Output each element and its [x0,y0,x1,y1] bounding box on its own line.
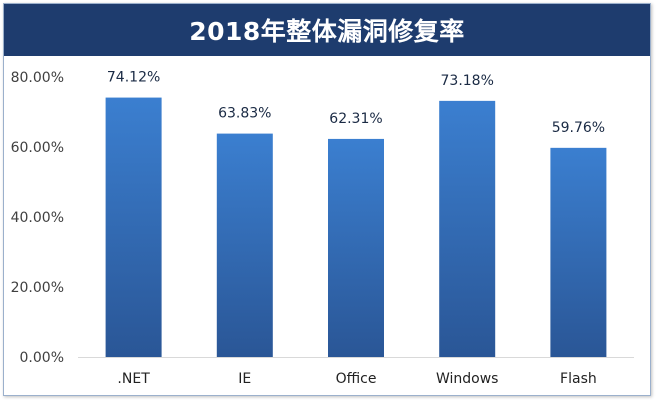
x-tick-label: IE [238,371,251,387]
bar [328,138,384,357]
data-label: 63.83% [218,106,271,122]
x-axis: .NET IE Office Windows Flash [78,357,634,387]
chart-title-bar: 2018年整体漏洞修复率 [4,4,650,56]
bar [550,147,607,357]
data-label: 59.76% [552,120,605,136]
data-label: 73.18% [441,73,494,89]
x-tick-label: .NET [117,371,150,387]
y-tick-label: 40.00% [11,210,64,226]
bar-series: 74.12% 63.83% 62.31% 73.18% 59.76% [105,70,607,358]
bar [439,100,496,358]
y-tick-label: 80.00% [11,70,64,86]
y-tick-label: 20.00% [11,280,64,296]
x-tick-label: Flash [560,371,597,387]
bar [105,97,162,357]
bar [216,133,273,357]
x-tick-label: Office [336,371,377,387]
data-label: 74.12% [107,70,160,86]
x-tick-label: Windows [436,371,499,387]
y-tick-label: 60.00% [11,140,64,156]
chart-title: 2018年整体漏洞修复率 [189,17,465,46]
data-label: 62.31% [329,111,382,127]
y-tick-label: 0.00% [20,350,64,366]
y-axis: 0.00% 20.00% 40.00% 60.00% 80.00% [11,70,64,366]
